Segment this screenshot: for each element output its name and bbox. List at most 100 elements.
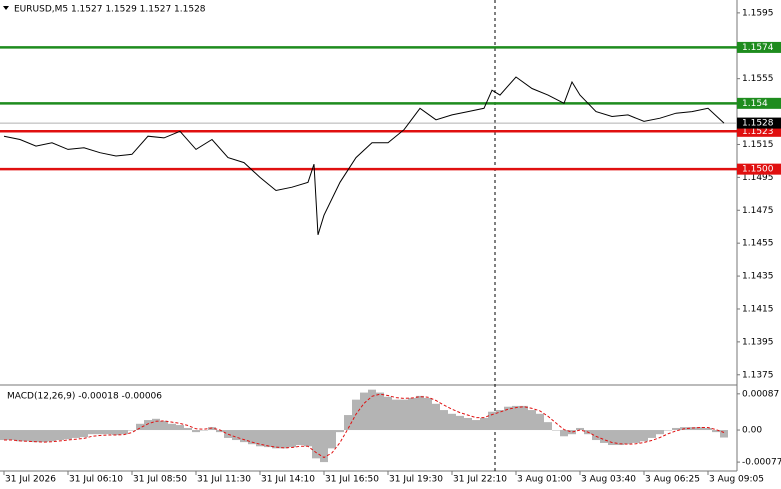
macd-bar bbox=[176, 425, 184, 431]
macd-bar bbox=[240, 430, 248, 443]
macd-bar bbox=[216, 430, 224, 433]
macd-bar bbox=[608, 430, 616, 446]
y-tick-label: 0.00 bbox=[742, 426, 762, 436]
macd-bar bbox=[16, 430, 24, 442]
level-label-box bbox=[737, 125, 781, 137]
macd-bar bbox=[328, 430, 336, 449]
macd-bar bbox=[712, 430, 720, 433]
macd-bar bbox=[376, 392, 384, 431]
macd-bar bbox=[424, 397, 432, 431]
level-label: 1.1523 bbox=[742, 127, 774, 137]
macd-bar bbox=[320, 430, 328, 463]
y-tick-label: 1.1475 bbox=[742, 206, 774, 216]
macd-bar bbox=[224, 430, 232, 438]
y-tick-label: 1.1415 bbox=[742, 304, 774, 314]
macd-bar bbox=[528, 410, 536, 431]
macd-bar bbox=[456, 415, 464, 431]
macd-bar bbox=[168, 423, 176, 431]
macd-bar bbox=[664, 430, 672, 431]
macd-bar bbox=[144, 420, 152, 431]
macd-bar bbox=[440, 410, 448, 431]
macd-bar bbox=[56, 430, 64, 441]
signal-line bbox=[4, 393, 725, 459]
macd-bar bbox=[720, 430, 728, 438]
macd-bar bbox=[208, 427, 216, 431]
macd-bar bbox=[520, 405, 528, 431]
macd-bar bbox=[360, 392, 368, 431]
y-tick-label: 1.1595 bbox=[742, 8, 774, 18]
y-tick-label: -0.00077 bbox=[742, 458, 781, 468]
macd-bar bbox=[560, 430, 568, 437]
macd-bar bbox=[536, 413, 544, 431]
y-tick-label: 1.1375 bbox=[742, 370, 774, 380]
macd-bar bbox=[632, 430, 640, 443]
macd-bar bbox=[432, 403, 440, 431]
macd-bar bbox=[640, 430, 648, 442]
macd-bar bbox=[96, 430, 104, 435]
macd-bar bbox=[72, 430, 80, 438]
x-tick-label: 31 Jul 22:10 bbox=[453, 475, 507, 485]
macd-bar bbox=[672, 427, 680, 431]
macd-bar bbox=[592, 430, 600, 441]
y-tick-label: 1.1515 bbox=[742, 140, 774, 150]
x-tick-label: 31 Jul 2026 bbox=[5, 475, 56, 485]
macd-bar bbox=[104, 430, 112, 435]
level-label: 1.154 bbox=[742, 99, 768, 109]
macd-bar bbox=[24, 430, 32, 442]
price-line bbox=[3, 76, 725, 236]
macd-bar bbox=[288, 430, 296, 448]
macd-bar bbox=[40, 430, 48, 443]
current-price-label: 1.1528 bbox=[742, 119, 774, 129]
macd-bar bbox=[136, 423, 144, 431]
macd-bar bbox=[312, 430, 320, 459]
macd-bar bbox=[184, 427, 192, 431]
x-tick-label: 3 Aug 03:40 bbox=[581, 475, 636, 485]
macd-bar bbox=[280, 430, 288, 449]
x-tick-label: 31 Jul 14:10 bbox=[261, 475, 315, 485]
macd-bar bbox=[152, 418, 160, 431]
x-tick-label: 3 Aug 06:25 bbox=[645, 475, 700, 485]
macd-bar bbox=[472, 420, 480, 431]
macd-bar bbox=[232, 430, 240, 441]
level-label: 1.1574 bbox=[742, 43, 774, 53]
macd-bar bbox=[64, 430, 72, 440]
macd-bar bbox=[504, 406, 512, 431]
menu-triangle bbox=[3, 6, 9, 10]
macd-bar bbox=[32, 430, 40, 443]
macd-bar bbox=[8, 430, 16, 441]
x-tick-label: 3 Aug 01:00 bbox=[517, 475, 572, 485]
y-tick-label: 1.1455 bbox=[742, 239, 774, 249]
macd-bar bbox=[400, 399, 408, 431]
macd-bar bbox=[448, 413, 456, 431]
y-tick-label: 1.1435 bbox=[742, 272, 774, 282]
macd-bar bbox=[192, 430, 200, 433]
macd-bar bbox=[576, 427, 584, 431]
current-price-box bbox=[737, 117, 781, 129]
x-tick-label: 31 Jul 08:50 bbox=[133, 475, 187, 485]
macd-bar bbox=[496, 410, 504, 431]
x-tick-label: 31 Jul 06:10 bbox=[69, 475, 123, 485]
y-tick-label: 0.00087 bbox=[742, 389, 779, 399]
macd-bar bbox=[392, 399, 400, 431]
macd-bar bbox=[0, 430, 8, 441]
macd-bar bbox=[112, 430, 120, 436]
macd-bar bbox=[264, 430, 272, 448]
x-tick-label: 31 Jul 11:30 bbox=[197, 475, 251, 485]
macd-bar bbox=[344, 415, 352, 431]
macd-bar bbox=[544, 422, 552, 431]
macd-bar bbox=[416, 395, 424, 431]
macd-bar bbox=[272, 430, 280, 449]
macd-bar bbox=[616, 430, 624, 446]
macd-title: MACD(12,26,9) -0.00018 -0.00006 bbox=[7, 392, 162, 402]
macd-bar bbox=[648, 430, 656, 438]
chart-title: EURUSD,M5 1.1527 1.1529 1.1527 1.1528 bbox=[14, 5, 206, 15]
macd-bar bbox=[304, 430, 312, 447]
macd-bar bbox=[488, 411, 496, 431]
y-tick-label: 1.1495 bbox=[742, 173, 774, 183]
macd-bar bbox=[80, 430, 88, 438]
macd-bar bbox=[704, 427, 712, 431]
macd-bar bbox=[160, 420, 168, 431]
macd-bar bbox=[384, 396, 392, 431]
